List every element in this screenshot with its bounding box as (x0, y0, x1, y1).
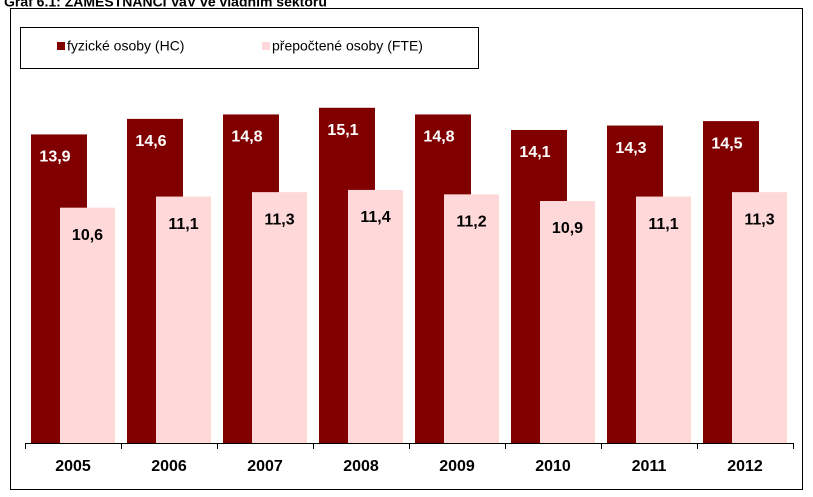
bar (60, 207, 115, 443)
x-tick-label: 2010 (535, 458, 571, 475)
legend-swatch (57, 42, 65, 50)
x-tick-label: 2005 (55, 458, 91, 475)
bar (444, 194, 499, 443)
data-label: 10,9 (552, 220, 583, 237)
data-label: 11,1 (168, 216, 198, 233)
bar (348, 189, 403, 443)
bar (732, 192, 787, 443)
data-label: 11,3 (744, 211, 774, 228)
chart-title: Graf 6.1: ZAMĚSTNANCI VaV ve vládním sek… (4, 0, 327, 10)
data-label: 14,6 (135, 133, 166, 150)
data-label: 11,4 (360, 209, 390, 226)
data-label: 14,3 (615, 140, 646, 157)
x-tick-label: 2007 (247, 458, 283, 475)
legend-box (20, 27, 479, 69)
bar (540, 201, 595, 443)
bar (156, 196, 211, 443)
data-label: 14,1 (519, 144, 550, 161)
data-label: 14,5 (711, 135, 742, 152)
x-tick-label: 2006 (151, 458, 187, 475)
legend: fyzické osoby (HC) přepočtené osoby (FTE) (57, 38, 423, 54)
data-label: 13,9 (39, 149, 70, 166)
data-label: 11,2 (456, 214, 486, 231)
bar (636, 196, 691, 443)
x-tick-label: 2009 (439, 458, 475, 475)
legend-label: fyzické osoby (HC) (67, 38, 184, 54)
data-label: 15,1 (327, 122, 358, 139)
x-tick-label: 2012 (727, 458, 763, 475)
plot: 13,9 10,6 2005 14,6 11,1 2006 14,8 11,3 2007 15,1… (25, 107, 794, 475)
data-label: 11,1 (648, 216, 678, 233)
data-label: 14,8 (423, 129, 454, 146)
data-label: 14,8 (231, 129, 262, 146)
data-label: 11,3 (264, 211, 294, 228)
x-tick-label: 2011 (632, 458, 667, 475)
x-tick-label: 2008 (343, 458, 379, 475)
legend-swatch (262, 42, 270, 50)
legend-label: přepočtené osoby (FTE) (272, 38, 423, 54)
bar (252, 192, 307, 443)
data-label: 10,6 (72, 227, 103, 244)
